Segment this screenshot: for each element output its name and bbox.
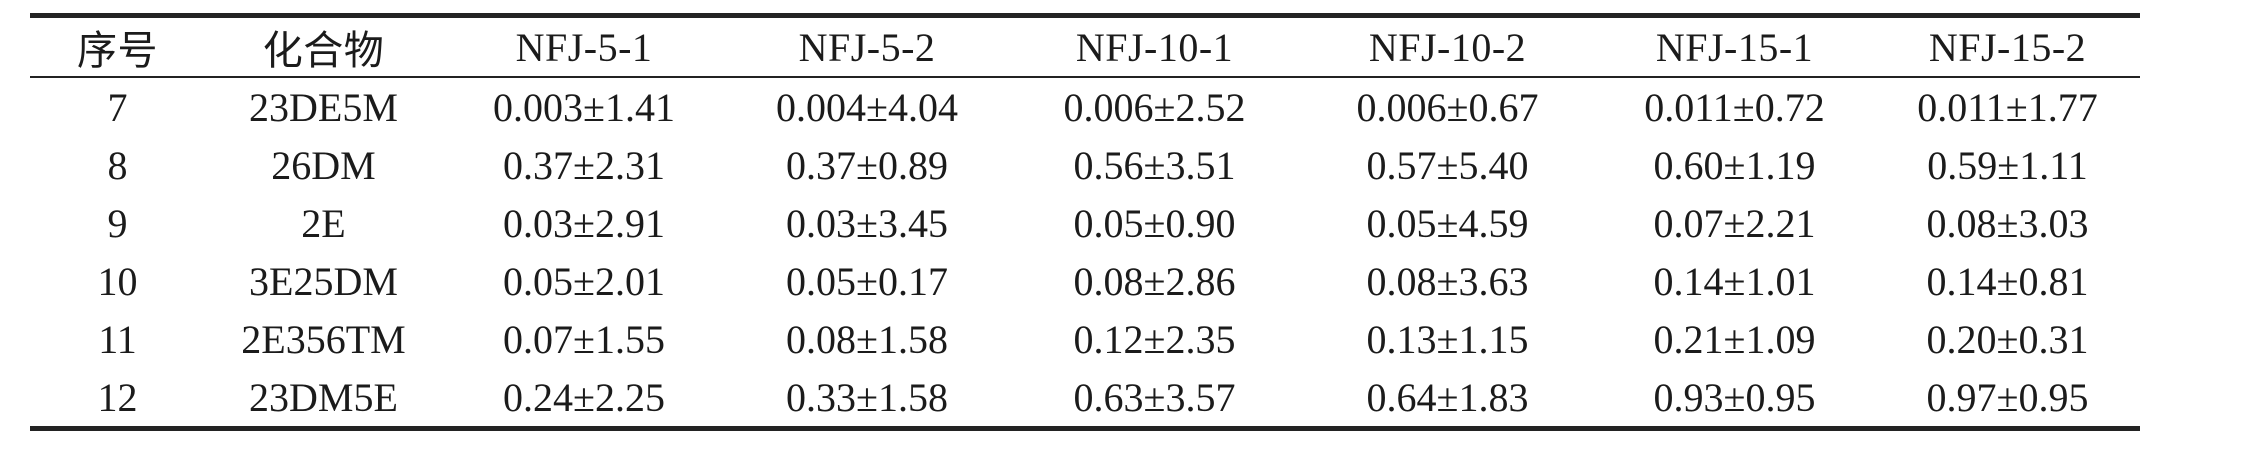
row-index-cell: 11 — [98, 316, 137, 362]
value-cell: 0.004±4.04 — [776, 84, 958, 130]
value-cell: 0.08±2.86 — [1073, 258, 1236, 304]
value-cell: 0.64±1.83 — [1366, 374, 1529, 420]
column-header-nfj_5_2: NFJ-5-2 — [726, 15, 1008, 78]
table-row: 10 3E25DM 0.05±2.01 0.05±0.17 0.08±2.86 0.08±… — [30, 252, 2140, 310]
table-row: 9 2E 0.03±2.91 0.03±3.45 0.05±0.90 0.05±4.59 0… — [30, 194, 2140, 252]
value-cell: 0.93±0.95 — [1653, 374, 1816, 420]
compound-cell: 23DM5E — [249, 374, 398, 420]
compound-cell: 2E — [301, 200, 346, 246]
compound-cell: 3E25DM — [249, 258, 398, 304]
column-header-index: 序号 — [30, 15, 205, 78]
value-cell: 0.03±2.91 — [503, 200, 665, 246]
table-row: 8 26DM 0.37±2.31 0.37±0.89 0.56±3.51 0.57±5.4… — [30, 136, 2140, 194]
value-cell: 0.59±1.11 — [1927, 142, 2088, 188]
row-index-cell: 10 — [97, 258, 138, 304]
column-header-nfj_15_2: NFJ-15-2 — [1875, 15, 2140, 78]
value-cell: 0.56±3.51 — [1073, 142, 1236, 188]
value-cell: 0.33±1.58 — [786, 374, 948, 420]
column-header-nfj_10_2: NFJ-10-2 — [1301, 15, 1594, 78]
table-row: 12 23DM5E 0.24±2.25 0.33±1.58 0.63±3.57 0.64±… — [30, 368, 2140, 429]
compound-cell: 2E356TM — [241, 316, 406, 362]
header-row: 序号 化合物 NFJ-5-1 NFJ-5-2 NFJ-10-1 NFJ-10-2 NFJ-1… — [30, 15, 2140, 78]
value-cell: 0.08±3.63 — [1366, 258, 1529, 304]
value-cell: 0.05±0.90 — [1073, 200, 1236, 246]
value-cell: 0.14±0.81 — [1926, 258, 2089, 304]
value-cell: 0.21±1.09 — [1653, 316, 1816, 362]
value-cell: 0.011±0.72 — [1644, 84, 1825, 130]
value-cell: 0.37±0.89 — [786, 142, 948, 188]
row-index-cell: 7 — [107, 84, 128, 130]
column-header-nfj_15_1: NFJ-15-1 — [1594, 15, 1875, 78]
column-header-nfj_5_1: NFJ-5-1 — [442, 15, 726, 78]
value-cell: 0.37±2.31 — [503, 142, 665, 188]
value-cell: 0.14±1.01 — [1653, 258, 1816, 304]
value-cell: 0.05±2.01 — [503, 258, 665, 304]
value-cell: 0.63±3.57 — [1073, 374, 1236, 420]
row-index-cell: 12 — [97, 374, 138, 420]
compound-concentration-table: 序号 化合物 NFJ-5-1 NFJ-5-2 NFJ-10-1 NFJ-10-2 NFJ-1… — [30, 13, 2140, 431]
value-cell: 0.011±1.77 — [1917, 84, 2098, 130]
value-cell: 0.08±1.58 — [786, 316, 948, 362]
value-cell: 0.97±0.95 — [1926, 374, 2089, 420]
value-cell: 0.57±5.40 — [1366, 142, 1529, 188]
value-cell: 0.07±1.55 — [503, 316, 665, 362]
value-cell: 0.07±2.21 — [1653, 200, 1816, 246]
value-cell: 0.13±1.15 — [1366, 316, 1529, 362]
column-header-compound: 化合物 — [205, 15, 442, 78]
column-header-nfj_10_1: NFJ-10-1 — [1008, 15, 1301, 78]
value-cell: 0.05±4.59 — [1366, 200, 1529, 246]
value-cell: 0.003±1.41 — [493, 84, 675, 130]
value-cell: 0.006±2.52 — [1063, 84, 1246, 130]
value-cell: 0.03±3.45 — [786, 200, 948, 246]
value-cell: 0.60±1.19 — [1653, 142, 1816, 188]
compound-cell: 23DE5M — [249, 84, 398, 130]
table-body: 7 23DE5M 0.003±1.41 0.004±4.04 0.006±2.52 0.0… — [30, 77, 2140, 429]
value-cell: 0.006±0.67 — [1356, 84, 1539, 130]
compound-cell: 26DM — [271, 142, 376, 188]
table-row: 7 23DE5M 0.003±1.41 0.004±4.04 0.006±2.52 0.0… — [30, 77, 2140, 136]
value-cell: 0.24±2.25 — [503, 374, 665, 420]
table-row: 11 2E356TM 0.07±1.55 0.08±1.58 0.12±2.35 0.13… — [30, 310, 2140, 368]
value-cell: 0.05±0.17 — [786, 258, 948, 304]
value-cell: 0.08±3.03 — [1926, 200, 2089, 246]
row-index-cell: 8 — [107, 142, 128, 188]
value-cell: 0.12±2.35 — [1073, 316, 1236, 362]
value-cell: 0.20±0.31 — [1926, 316, 2089, 362]
row-index-cell: 9 — [107, 200, 128, 246]
